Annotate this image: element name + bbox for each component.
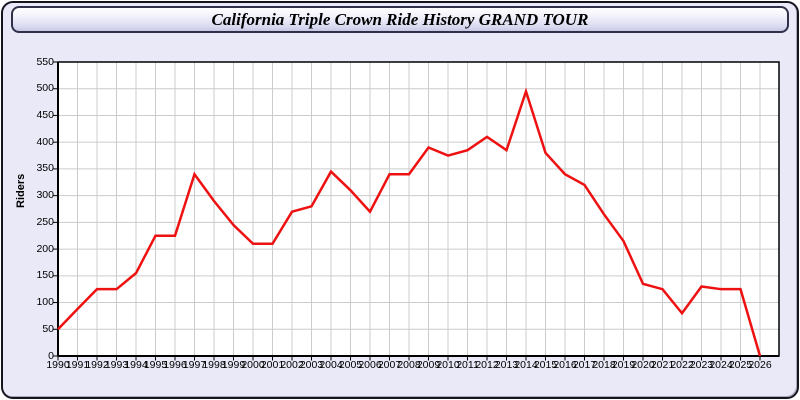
x-tick-label: 2012 (475, 359, 499, 371)
x-tick-label: 2023 (689, 359, 714, 371)
x-tick-label: 2020 (631, 359, 655, 371)
x-tick-label: 1995 (143, 359, 168, 371)
x-tick-label: 2003 (299, 359, 324, 371)
x-tick-label: 2018 (592, 359, 616, 371)
x-tick-label: 1993 (104, 359, 129, 371)
x-tick-label: 1990 (46, 359, 70, 371)
x-tick-label: 2019 (611, 359, 636, 371)
x-tick-label: 2002 (280, 359, 304, 371)
ride-history-chart (53, 61, 780, 361)
x-tick-label: 1994 (124, 359, 148, 371)
x-tick-label: 2005 (338, 359, 363, 371)
x-tick-label: 2004 (319, 359, 343, 371)
x-tick-label: 2022 (670, 359, 694, 371)
y-tick-label: 0 (48, 349, 54, 362)
x-tick-label: 2026 (748, 359, 772, 371)
y-tick-label: 350 (36, 162, 54, 175)
x-tick-label: 1999 (221, 359, 246, 371)
y-tick-label: 500 (36, 82, 54, 95)
x-tick-label: 1998 (202, 359, 226, 371)
y-tick-label: 300 (36, 189, 54, 202)
y-tick-label: 250 (36, 215, 54, 228)
x-tick-label: 2017 (572, 359, 597, 371)
x-tick-label: 1991 (65, 359, 90, 371)
x-tick-label: 2001 (260, 359, 285, 371)
y-tick-label: 200 (36, 242, 54, 255)
x-tick-label: 2008 (397, 359, 421, 371)
x-tick-label: 2016 (553, 359, 577, 371)
x-tick-label: 2014 (514, 359, 538, 371)
x-tick-label: 1996 (163, 359, 187, 371)
x-tick-label: 2013 (494, 359, 519, 371)
y-tick-label: 400 (36, 135, 54, 148)
x-tick-label: 2024 (709, 359, 733, 371)
x-tick-label: 2000 (241, 359, 265, 371)
y-tick-label: 450 (36, 108, 54, 121)
chart-title-bar: California Triple Crown Ride History GRA… (11, 6, 789, 33)
x-tick-label: 1997 (182, 359, 207, 371)
x-tick-label: 2025 (728, 359, 753, 371)
x-tick-label: 2010 (436, 359, 460, 371)
chart-title: California Triple Crown Ride History GRA… (211, 10, 589, 29)
y-tick-label: 150 (36, 269, 54, 282)
y-tick-label: 550 (36, 55, 54, 68)
y-tick-label: 100 (36, 296, 54, 309)
y-tick-label: 50 (42, 322, 54, 335)
plot-area (58, 62, 779, 356)
x-tick-label: 2006 (358, 359, 382, 371)
x-tick-label: 2015 (533, 359, 558, 371)
x-tick-label: 2007 (377, 359, 402, 371)
riders-line (57, 87, 762, 357)
x-tick-label: 2011 (456, 359, 479, 371)
x-tick-label: 2021 (650, 359, 675, 371)
x-tick-label: 2009 (416, 359, 441, 371)
x-tick-label: 1992 (85, 359, 109, 371)
